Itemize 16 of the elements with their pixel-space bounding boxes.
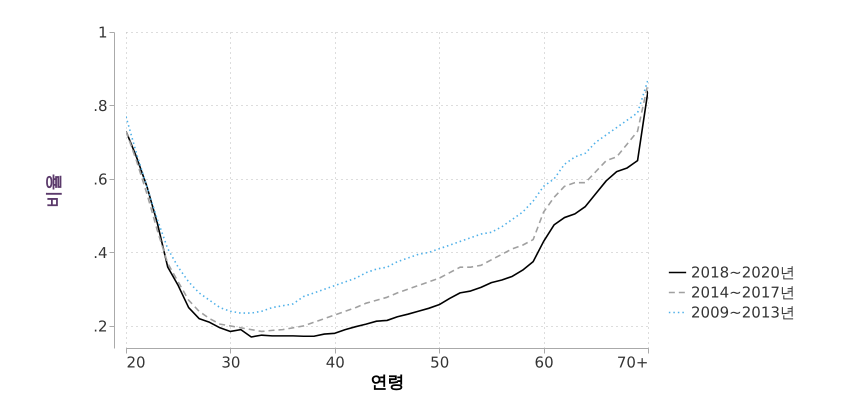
x-tick-label: 50 [430,354,450,372]
x-tick-label: 60 [534,354,554,372]
legend-label: 2014~2017년 [691,284,795,302]
y-tick-label: .4 [93,244,108,262]
x-tick-label: 30 [221,354,240,372]
x-tick-label: 70+ [616,354,648,372]
legend-label: 2009~2013년 [691,304,795,322]
y-tick-label: .6 [93,170,108,188]
x-tick-label: 20 [126,354,146,372]
x-tick-label: 40 [326,354,345,372]
legend-label: 2018~2020년 [691,264,795,282]
y-tick-label: 1 [98,24,108,42]
y-tick-label: .2 [93,317,108,336]
y-tick-label: .8 [93,96,108,115]
x-axis-title: 연령 [370,372,404,392]
y-axis-title: 비율 [44,174,64,208]
